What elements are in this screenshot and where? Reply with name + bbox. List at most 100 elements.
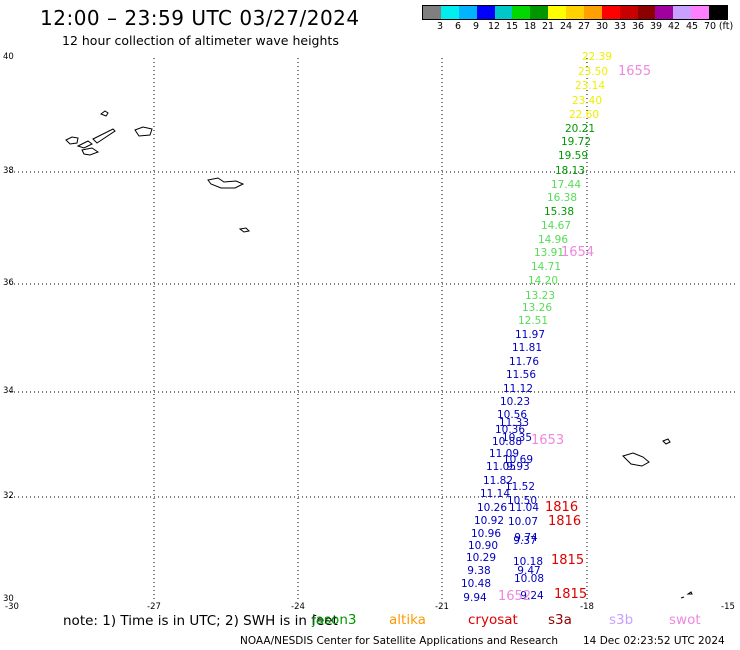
wave-height-value: 18.13 — [554, 165, 586, 177]
longitude-label: -18 — [580, 602, 594, 612]
colorbar-swatch — [655, 6, 674, 19]
wave-height-value: 22.60 — [568, 109, 600, 121]
colorbar-swatch — [423, 6, 441, 19]
map-title: 12:00 – 23:59 UTC 03/27/2024 — [40, 6, 360, 30]
colorbar-swatch — [637, 6, 656, 19]
colorbar-label: 15 — [505, 21, 519, 32]
colorbar-label: 39 — [649, 21, 663, 32]
colorbar-swatch — [583, 6, 602, 19]
satellite-legend-s3a: s3a — [548, 612, 572, 628]
wave-height-value: 10.36 — [494, 424, 526, 436]
wave-height-value: 9.47 — [517, 565, 541, 577]
wave-height-value: 22.39 — [581, 51, 613, 63]
wave-height-value: 19.72 — [560, 136, 592, 148]
colorbar-label: 70 — [703, 21, 717, 32]
wave-height-value: 10.90 — [467, 540, 499, 552]
colorbar-swatch — [440, 6, 459, 19]
wave-height-value: 20.21 — [564, 123, 596, 135]
island-shape — [680, 596, 685, 599]
wave-height-value: 10.29 — [465, 552, 497, 564]
wave-height-value: 10.88 — [491, 436, 523, 448]
latitude-label: 38 — [3, 166, 14, 176]
colorbar-swatch — [709, 6, 727, 19]
colorbar-label: 27 — [577, 21, 591, 32]
longitude-label: -30 — [5, 602, 19, 612]
satellite-legend-s3b: s3b — [609, 612, 634, 628]
wave-height-value: 11.76 — [508, 356, 540, 368]
wave-height-value: 11.52 — [504, 481, 536, 493]
wave-height-value: 13.91 — [533, 247, 565, 259]
colorbar-label: 45 — [685, 21, 699, 32]
colorbar-label: 12 — [487, 21, 501, 32]
wave-height-value: 19.59 — [557, 150, 589, 162]
latitude-label: 36 — [3, 278, 14, 288]
colorbar-swatch — [530, 6, 549, 19]
satellite-legend-swot: swot — [669, 612, 701, 628]
colorbar-swatch — [566, 6, 584, 19]
island-shape — [81, 147, 100, 156]
colorbar-label: 21 — [541, 21, 555, 32]
wave-height-value: 9.74 — [514, 532, 538, 544]
wave-height-value: 9.93 — [506, 461, 530, 473]
wave-height-value: 17.44 — [550, 179, 582, 191]
wave-height-value: 11.97 — [514, 329, 546, 341]
island-outlines — [65, 110, 693, 599]
colorbar-label: 3 — [436, 21, 444, 32]
wave-height-value: 12.51 — [517, 315, 549, 327]
colorbar-label: 9 — [472, 21, 480, 32]
wave-height-value: 11.05 — [485, 461, 517, 473]
wave-height-value: 10.07 — [507, 516, 539, 528]
wave-height-value: 11.33 — [498, 417, 530, 429]
wave-height-value: 11.81 — [511, 342, 543, 354]
pass-time-label: 1655 — [618, 64, 652, 79]
colorbar-label: 42 — [667, 21, 681, 32]
satellite-legend-cryosat: cryosat — [468, 612, 518, 628]
pass-time-label: 1815 — [551, 553, 585, 568]
longitude-label: -27 — [147, 602, 161, 612]
colorbar-label: 24 — [559, 21, 573, 32]
wave-height-value: 14.96 — [537, 234, 569, 246]
colorbar-swatch — [619, 6, 638, 19]
island-shape — [92, 128, 116, 144]
wave-height-value: 13.26 — [521, 302, 553, 314]
wave-height-value: 10.35 — [501, 432, 533, 444]
colorbar-swatch — [548, 6, 566, 19]
wave-height-value: 23.50 — [577, 66, 609, 78]
latitude-label: 40 — [3, 52, 14, 62]
pass-time-label: 1654 — [561, 245, 595, 260]
island-shape — [622, 452, 650, 467]
wave-height-value: 9.94 — [463, 592, 487, 604]
pass-time-label: 1816 — [545, 500, 579, 515]
island-shape — [65, 136, 79, 145]
wave-height-value: 11.82 — [482, 475, 514, 487]
wave-height-value: 10.48 — [460, 578, 492, 590]
wave-height-value: 14.71 — [530, 261, 562, 273]
island-shape — [207, 177, 245, 189]
latitude-label: 32 — [3, 491, 14, 501]
wave-height-value: 10.50 — [506, 495, 538, 507]
longitude-label: -21 — [435, 602, 449, 612]
map-grid — [10, 58, 735, 600]
wave-height-value: 16.38 — [546, 192, 578, 204]
colorbar-swatch — [494, 6, 513, 19]
wave-height-value: 10.23 — [499, 396, 531, 408]
pass-time-label: 1652 — [498, 589, 532, 604]
colorbar-label: 30 — [595, 21, 609, 32]
colorbar-swatch — [512, 6, 531, 19]
colorbar-swatch — [476, 6, 495, 19]
wave-height-value: 11.09 — [488, 448, 520, 460]
wave-height-value: 23.14 — [574, 80, 606, 92]
wave-height-value: 14.20 — [527, 275, 559, 287]
island-shape — [662, 438, 671, 445]
pass-time-label: 1653 — [531, 433, 565, 448]
longitude-label: -15 — [721, 602, 735, 612]
colorbar-swatch — [458, 6, 477, 19]
island-shape — [76, 140, 93, 149]
wave-height-value: 10.96 — [470, 528, 502, 540]
wave-height-value: 14.67 — [540, 220, 572, 232]
wave-height-value: 10.92 — [473, 515, 505, 527]
colorbar-swatch — [691, 6, 709, 19]
wave-height-value: 10.69 — [502, 454, 534, 466]
wave-height-value: 11.14 — [479, 488, 511, 500]
